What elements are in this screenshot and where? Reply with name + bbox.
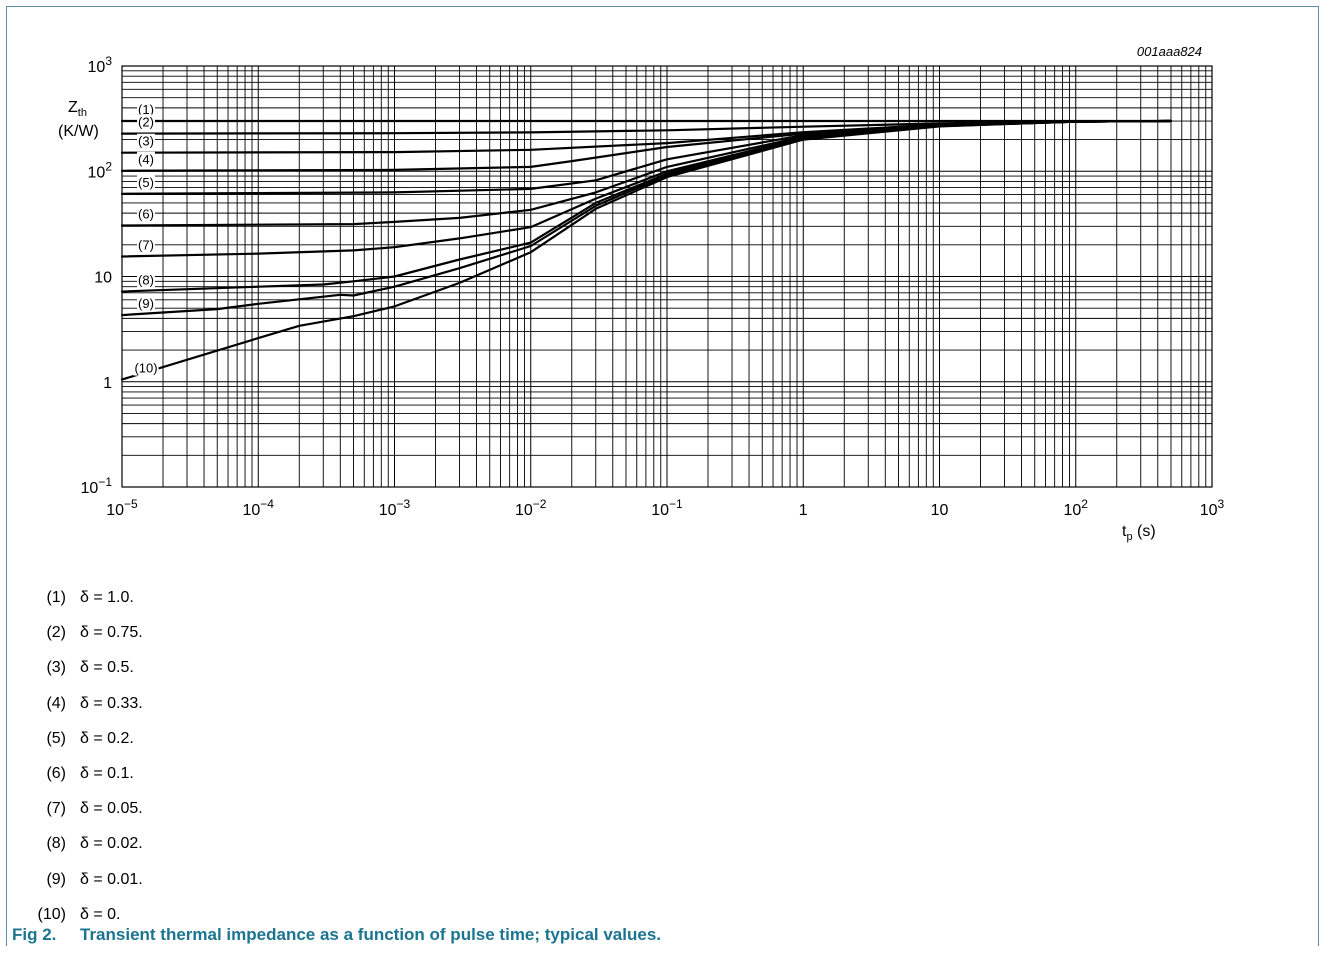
series-line-10 (120, 119, 1173, 381)
legend-item: (6) δ = 0.1. (30, 756, 143, 791)
legend-item: (10) δ = 0. (30, 897, 143, 932)
series-label-bg (137, 174, 155, 190)
series-line-3 (120, 119, 1173, 154)
legend-text: δ = 0. (80, 905, 121, 923)
legend-text: δ = 0.33. (80, 694, 143, 712)
x-tick-labels: 10−5 10−4 10−3 10−2 10−1 1 10 102 103 (106, 497, 1224, 519)
series-label-10: (10) (134, 361, 157, 376)
legend-item: (5) δ = 0.2. (30, 721, 143, 756)
y-axis-symbol: Zth (68, 99, 87, 119)
x-tick-label: 10−2 (515, 497, 547, 519)
series-label-bg (137, 102, 155, 118)
series-labels: (1)(2) (3) (4) (5) (6) (7) (8) (9) (10) (133, 102, 159, 376)
legend-number: (9) (46, 870, 66, 888)
chart-grid (121, 65, 1213, 488)
series-label-1: (1) (138, 102, 154, 117)
y-tick-label: 10−1 (81, 475, 113, 497)
series-label-7: (7) (138, 237, 154, 252)
legend-text: δ = 0.1. (80, 764, 134, 782)
legend-item: (2) δ = 0.75. (30, 615, 143, 650)
series-label-bg (133, 360, 159, 376)
y-axis-unit: (K/W) (58, 123, 99, 140)
x-tick-label: 10−1 (651, 497, 683, 519)
legend-number: (3) (46, 659, 66, 677)
figure-code: 001aaa824 (1137, 44, 1202, 59)
legend-text: δ = 1.0. (80, 589, 134, 606)
x-tick-label: 103 (1200, 497, 1225, 519)
y-tick-label: 103 (88, 54, 113, 76)
legend-text: δ = 0.2. (80, 729, 134, 747)
y-axis-label: Zth (K/W) (58, 99, 99, 140)
series-line-7 (120, 119, 1173, 258)
legend-item: (4) δ = 0.33. (30, 686, 143, 721)
legend-list: (1) δ = 1.0. (2) δ = 0.75. (3) δ = 0.5. (4) δ =… (30, 580, 143, 932)
series-label-8: (8) (138, 273, 154, 288)
series-label-3: (3) (138, 134, 154, 149)
series-label-bg (137, 133, 155, 149)
series-label-9: (9) (138, 296, 154, 311)
x-tick-label: 102 (1064, 497, 1089, 519)
legend-text: δ = 0.01. (80, 870, 143, 888)
series-label-bg (137, 206, 155, 222)
legend-number: (1) (46, 589, 66, 606)
legend-item: (7) δ = 0.05. (30, 791, 143, 826)
series-label-bg (137, 237, 155, 253)
y-tick-label: 10 (94, 270, 112, 287)
thermal-impedance-chart: (1)(2) (3) (4) (5) (6) (7) (8) (9) (10) 10−5 10−4… (58, 44, 1225, 543)
legend-item: (3) δ = 0.5. (30, 650, 143, 685)
legend-text: δ = 0.05. (80, 800, 143, 818)
figure-caption: Fig 2. Transient thermal impedance as a f… (12, 925, 661, 945)
series-label-bg (137, 151, 155, 167)
y-tick-labels: 10−1 1 10 102 103 (81, 54, 113, 497)
series-line-4 (120, 119, 1173, 172)
legend-item: (9) δ = 0.01. (30, 862, 143, 897)
plot-border (121, 65, 1213, 488)
legend-number: (2) (46, 624, 66, 642)
legend-number: (5) (46, 729, 66, 747)
x-tick-label: 10−4 (243, 497, 275, 519)
legend-text: δ = 0.75. (80, 624, 143, 642)
figure-frame (6, 6, 1319, 946)
series-label-bg (137, 296, 155, 312)
x-axis-label: tp (s) (1122, 523, 1156, 543)
y-tick-label: 1 (103, 375, 112, 392)
y-tick-label: 102 (88, 159, 113, 181)
legend-text: δ = 0.02. (80, 835, 143, 853)
series-label-bg (137, 114, 155, 130)
svg-text:tp (s): tp (s) (1122, 523, 1156, 543)
legend-number: (4) (46, 694, 66, 712)
x-tick-label: 10−3 (379, 497, 411, 519)
series-line-6 (120, 119, 1173, 227)
x-tick-label: 10−5 (106, 497, 138, 519)
series-label-4: (4) (138, 152, 154, 167)
chart-curves (120, 119, 1173, 381)
legend-number: (10) (37, 905, 66, 923)
figure-number: Fig 2. (12, 925, 57, 944)
series-line-8 (120, 119, 1173, 293)
x-tick-label: 1 (799, 502, 808, 519)
series-label-2: (2) (138, 115, 154, 130)
x-tick-label: 10 (931, 502, 949, 519)
series-label-5: (5) (138, 175, 154, 190)
legend-item: (1) δ = 1.0. (30, 580, 143, 615)
series-label-bg (137, 272, 155, 288)
legend-text: δ = 0.5. (80, 659, 134, 677)
legend-number: (8) (46, 835, 66, 853)
figure-title: Transient thermal impedance as a functio… (80, 925, 661, 944)
legend-number: (6) (46, 764, 66, 782)
series-label-6: (6) (138, 207, 154, 222)
legend-number: (7) (46, 800, 66, 818)
legend-item: (8) δ = 0.02. (30, 826, 143, 861)
